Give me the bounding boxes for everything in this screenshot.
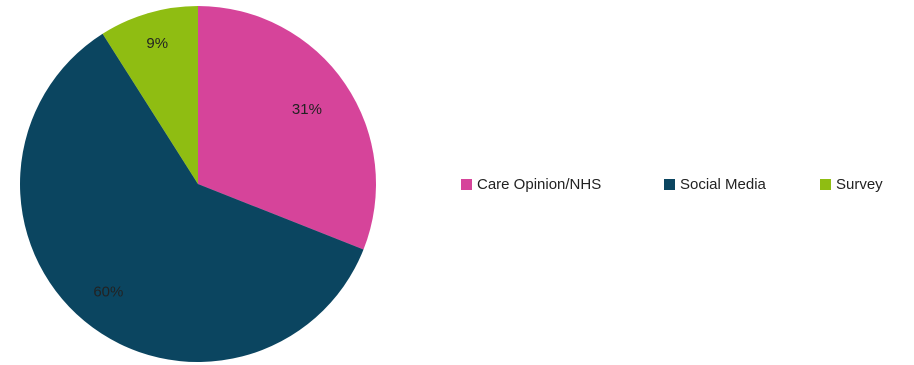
legend-label-social-media: Social Media — [680, 176, 767, 193]
pie-slice-care-opinion-nhs — [198, 6, 376, 250]
legend-item-social-media: Social Media — [664, 176, 767, 193]
data-label-social-media: 60% — [93, 283, 123, 300]
pie-data-labels: 31% 60% 9% — [93, 35, 322, 301]
legend-swatch-care-opinion-nhs — [461, 179, 472, 190]
chart-legend: Care Opinion/NHS Social Media Survey — [461, 176, 883, 193]
pie-slices — [19, 6, 376, 363]
pie-slice-survey — [102, 6, 198, 184]
legend-swatch-social-media — [664, 179, 675, 190]
legend-label-care-opinion-nhs: Care Opinion/NHS — [477, 176, 601, 193]
legend-item-care-opinion-nhs: Care Opinion/NHS — [461, 176, 601, 193]
data-label-survey: 9% — [146, 35, 168, 52]
legend-label-survey: Survey — [836, 176, 883, 193]
legend-swatch-survey — [820, 179, 831, 190]
data-label-care-opinion-nhs: 31% — [292, 101, 322, 118]
pie-slice-social-media — [19, 33, 364, 363]
legend-item-survey: Survey — [820, 176, 883, 193]
